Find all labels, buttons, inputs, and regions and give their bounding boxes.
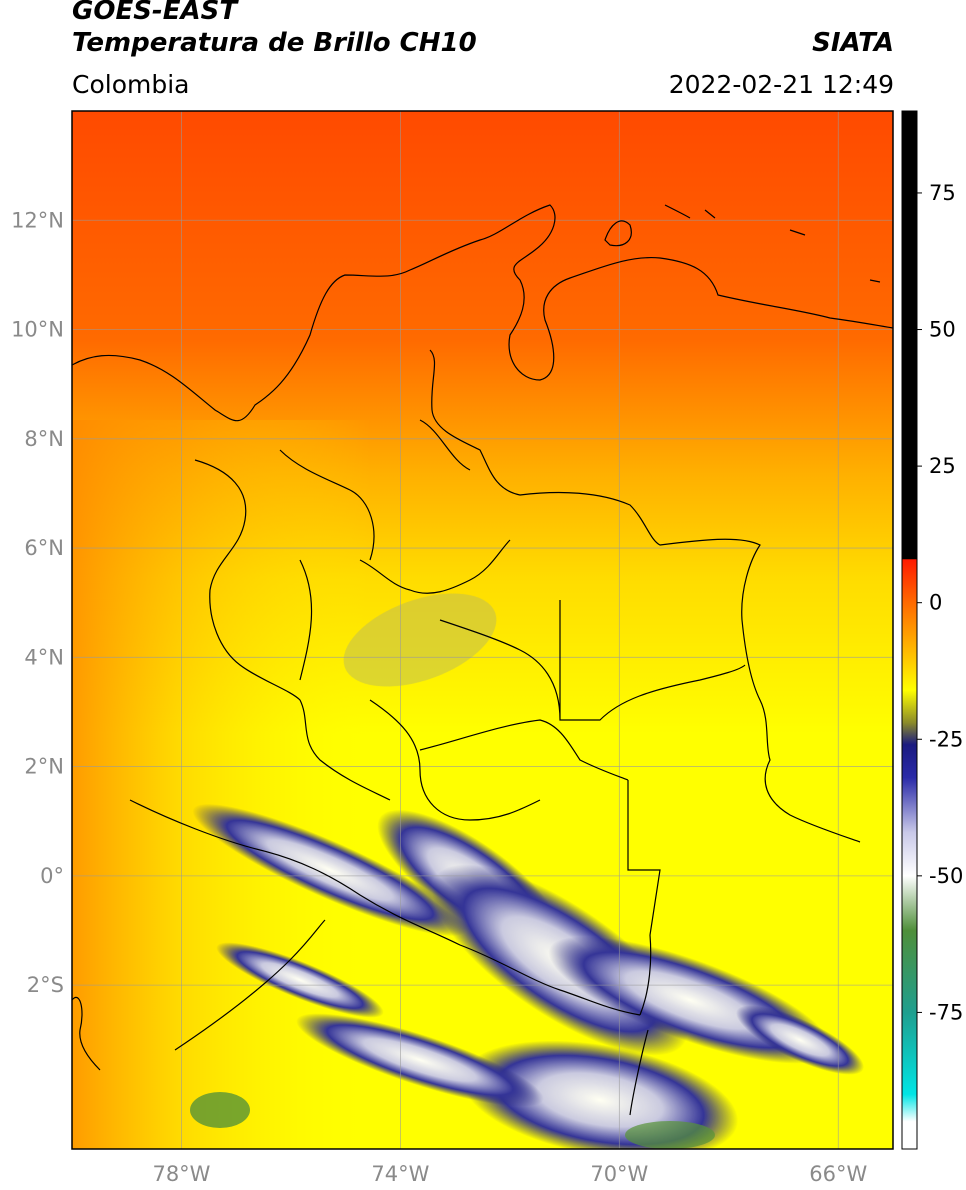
colorbar-tick-label: -25 bbox=[929, 727, 963, 751]
colorbar-tick-label: 75 bbox=[929, 181, 956, 205]
product-title: Temperatura de Brillo CH10 bbox=[72, 28, 477, 58]
latitude-tick-label: 6°N bbox=[24, 536, 64, 560]
latitude-tick-label: 10°N bbox=[11, 318, 64, 342]
region-label: Colombia bbox=[72, 70, 190, 99]
borders bbox=[72, 204, 893, 1116]
colombia-ecuador-peru-border bbox=[129, 799, 641, 1016]
colorbar-gradient bbox=[902, 111, 917, 1149]
latitude-tick-label: 12°N bbox=[11, 208, 64, 232]
latitude-tick-label: 2°S bbox=[27, 973, 64, 997]
datetime-label: 2022-02-21 12:49 bbox=[668, 70, 894, 99]
ecuador-coast bbox=[72, 996, 101, 1071]
latitude-tick-label: 4°N bbox=[24, 645, 64, 669]
map-area bbox=[72, 111, 893, 1149]
peru-border bbox=[174, 919, 326, 1051]
graticule bbox=[72, 111, 893, 1149]
latitude-tick-label: 0° bbox=[40, 864, 64, 888]
longitude-labels: 78°W 74°W 70°W 66°W bbox=[152, 1162, 867, 1186]
latitude-tick-label: 2°N bbox=[24, 755, 64, 779]
andes-borders bbox=[194, 419, 746, 821]
southeast-border bbox=[627, 780, 661, 1116]
colombia-venezuela-border bbox=[429, 349, 861, 843]
colorbar-tick-label: 25 bbox=[929, 454, 956, 478]
colorbar-border bbox=[901, 110, 918, 1150]
map-border bbox=[71, 110, 894, 1150]
longitude-tick-label: 78°W bbox=[152, 1162, 210, 1186]
colorbar: 75 50 25 0 -25 -50 -75 bbox=[901, 110, 963, 1150]
colorbar-tick-label: -75 bbox=[929, 1000, 963, 1024]
latitude-tick-label: 8°N bbox=[24, 427, 64, 451]
longitude-tick-label: 70°W bbox=[590, 1162, 648, 1186]
venezuela-coast-islands bbox=[604, 204, 881, 283]
colorbar-ticks: 75 50 25 0 -25 -50 -75 bbox=[917, 181, 963, 1024]
colorbar-tick-label: -50 bbox=[929, 864, 963, 888]
colorbar-tick-label: 0 bbox=[929, 591, 942, 615]
colorbar-tick-label: 50 bbox=[929, 318, 956, 342]
organization-label: SIATA bbox=[812, 28, 894, 58]
longitude-tick-label: 66°W bbox=[809, 1162, 867, 1186]
caribbean-coast bbox=[72, 204, 893, 422]
longitude-tick-label: 74°W bbox=[371, 1162, 429, 1186]
satellite-title: GOES-EAST bbox=[72, 0, 238, 26]
latitude-labels: 12°N 10°N 8°N 6°N 4°N 2°N 0° 2°S bbox=[11, 208, 64, 997]
